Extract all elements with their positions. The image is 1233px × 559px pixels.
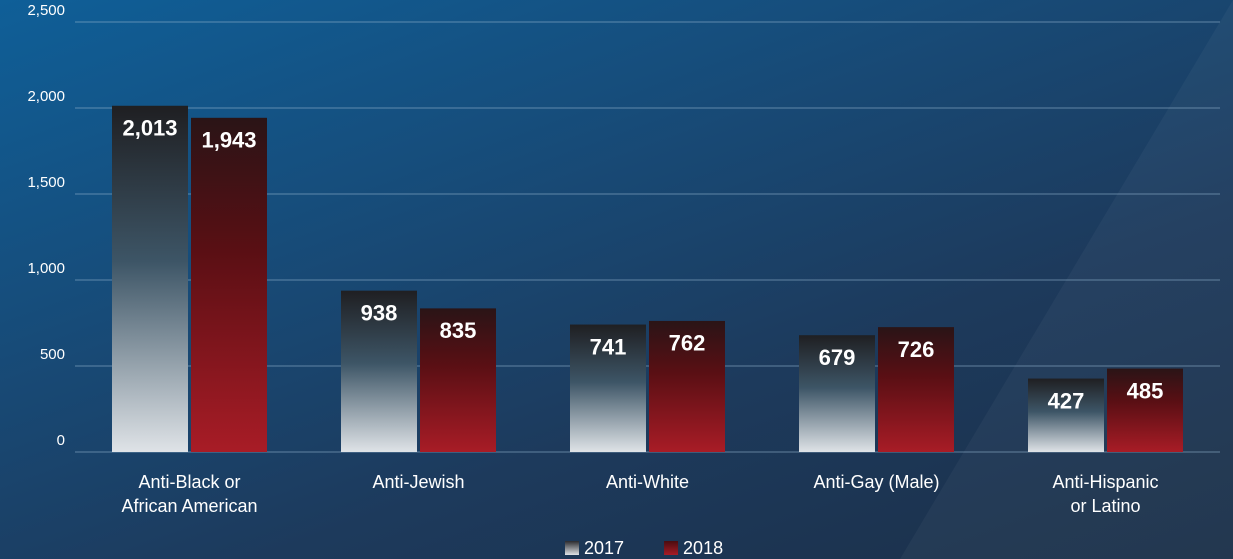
bar	[1107, 368, 1183, 452]
data-label: 835	[440, 318, 477, 343]
x-tick-label: Anti-White	[605, 472, 690, 492]
y-tick-label: 500	[40, 346, 65, 363]
bar	[799, 335, 875, 452]
data-label: 1,943	[201, 128, 256, 153]
data-label: 938	[361, 300, 398, 325]
data-label: 762	[669, 331, 706, 356]
y-tick-label: 1,000	[27, 260, 65, 277]
y-tick-label: 2,500	[27, 2, 65, 19]
bar	[570, 324, 646, 452]
bar	[649, 320, 725, 452]
legend-label: 2017	[584, 538, 624, 558]
data-label: 679	[819, 345, 856, 370]
x-tick-label: Anti-Gay (Male)	[813, 472, 940, 492]
bar	[341, 290, 417, 452]
x-tick-label: Anti-Black or African American	[121, 472, 258, 516]
y-tick-label: 1,500	[27, 174, 65, 191]
y-tick-label: 2,000	[27, 88, 65, 105]
bar	[191, 117, 267, 452]
x-tick-label: Anti-Jewish	[372, 472, 465, 492]
bar	[878, 327, 954, 452]
data-label: 485	[1127, 378, 1164, 403]
y-tick-label: 0	[57, 432, 65, 449]
legend-swatch	[565, 541, 579, 555]
legend-label: 2018	[683, 538, 723, 558]
data-label: 741	[590, 334, 627, 359]
data-label: 726	[898, 337, 935, 362]
data-label: 2,013	[122, 116, 177, 141]
data-label: 427	[1048, 388, 1085, 413]
bar	[1028, 378, 1104, 452]
bar	[112, 105, 188, 452]
x-tick-label: Anti-Hispanic or Latino	[1052, 472, 1159, 516]
bar	[420, 308, 496, 452]
legend-swatch	[664, 541, 679, 555]
